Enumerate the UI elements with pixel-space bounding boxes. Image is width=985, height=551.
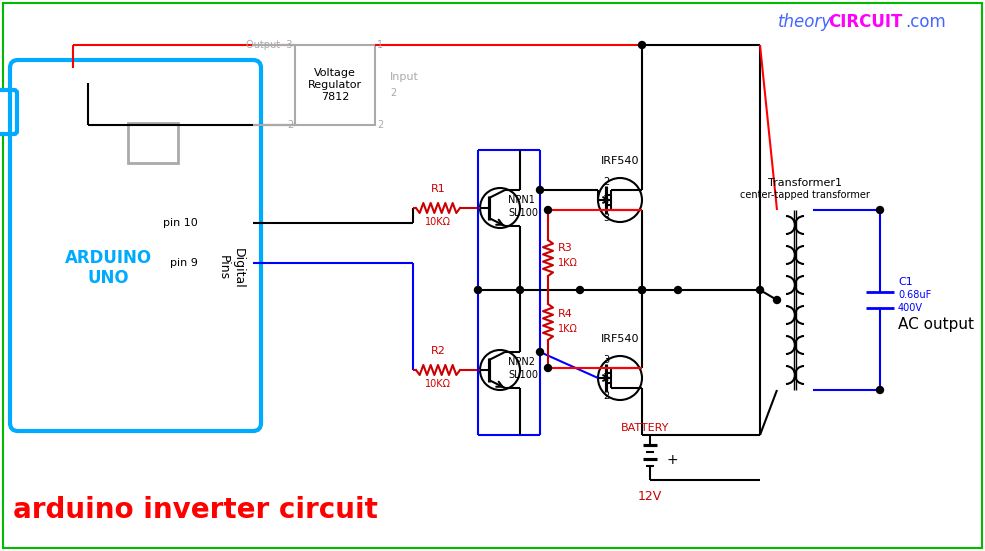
Text: R3: R3 [558,243,572,253]
Text: CIRCUIT: CIRCUIT [828,13,902,31]
Circle shape [877,386,884,393]
Text: IRF540: IRF540 [601,156,639,166]
Text: R2: R2 [430,346,445,356]
Text: 10KΩ: 10KΩ [425,217,451,227]
Text: center-tapped transformer: center-tapped transformer [740,190,870,200]
Circle shape [638,287,645,294]
Text: SL100: SL100 [508,370,538,380]
Text: 0.68uF: 0.68uF [898,290,931,300]
Text: NPN1: NPN1 [508,195,535,205]
Text: theory: theory [778,13,832,31]
Circle shape [545,207,552,213]
Circle shape [638,41,645,48]
Text: BATTERY: BATTERY [621,423,669,433]
Text: 1: 1 [603,195,609,205]
Text: C1: C1 [898,277,913,287]
Text: SL100: SL100 [508,208,538,218]
Text: NPN2: NPN2 [508,357,535,367]
Text: Output  3: Output 3 [246,40,293,50]
Bar [128,123,178,163]
Text: 3: 3 [603,355,609,365]
Circle shape [638,287,645,294]
Text: pin 9: pin 9 [170,258,198,268]
Text: ARDUINO
UNO: ARDUINO UNO [64,249,152,288]
FancyBboxPatch shape [0,90,17,134]
Text: +: + [666,453,678,467]
Text: .com: .com [905,13,946,31]
Text: 2: 2 [603,177,609,187]
Text: arduino inverter circuit: arduino inverter circuit [13,496,377,524]
Text: Voltage
Regulator
7812: Voltage Regulator 7812 [308,68,362,101]
Text: IRF540: IRF540 [601,334,639,344]
Text: 1KΩ: 1KΩ [558,258,578,268]
Text: AC output: AC output [898,317,974,332]
Text: Digital
Pins: Digital Pins [217,247,245,288]
Bar [295,45,375,125]
Circle shape [773,296,780,304]
Circle shape [675,287,682,294]
Text: 1KΩ: 1KΩ [558,324,578,334]
Circle shape [756,287,763,294]
Text: 400V: 400V [898,303,923,313]
Text: 1: 1 [377,40,383,50]
Text: Transformer1: Transformer1 [768,178,842,188]
Circle shape [475,287,482,294]
Circle shape [516,287,523,294]
Text: pin 10: pin 10 [164,218,198,228]
Text: 2: 2 [390,88,396,98]
Circle shape [537,186,544,193]
Text: 12V: 12V [638,490,662,503]
Circle shape [537,348,544,355]
Circle shape [545,365,552,371]
Text: R1: R1 [430,184,445,194]
Text: 3: 3 [603,213,609,223]
Circle shape [576,287,583,294]
Text: 2: 2 [377,120,383,130]
Text: Input: Input [390,72,419,82]
Text: 2: 2 [287,120,293,130]
Text: 1: 1 [603,373,609,383]
Text: R4: R4 [558,309,573,319]
Text: 2: 2 [603,391,609,401]
Circle shape [877,207,884,213]
Text: 10KΩ: 10KΩ [425,379,451,389]
